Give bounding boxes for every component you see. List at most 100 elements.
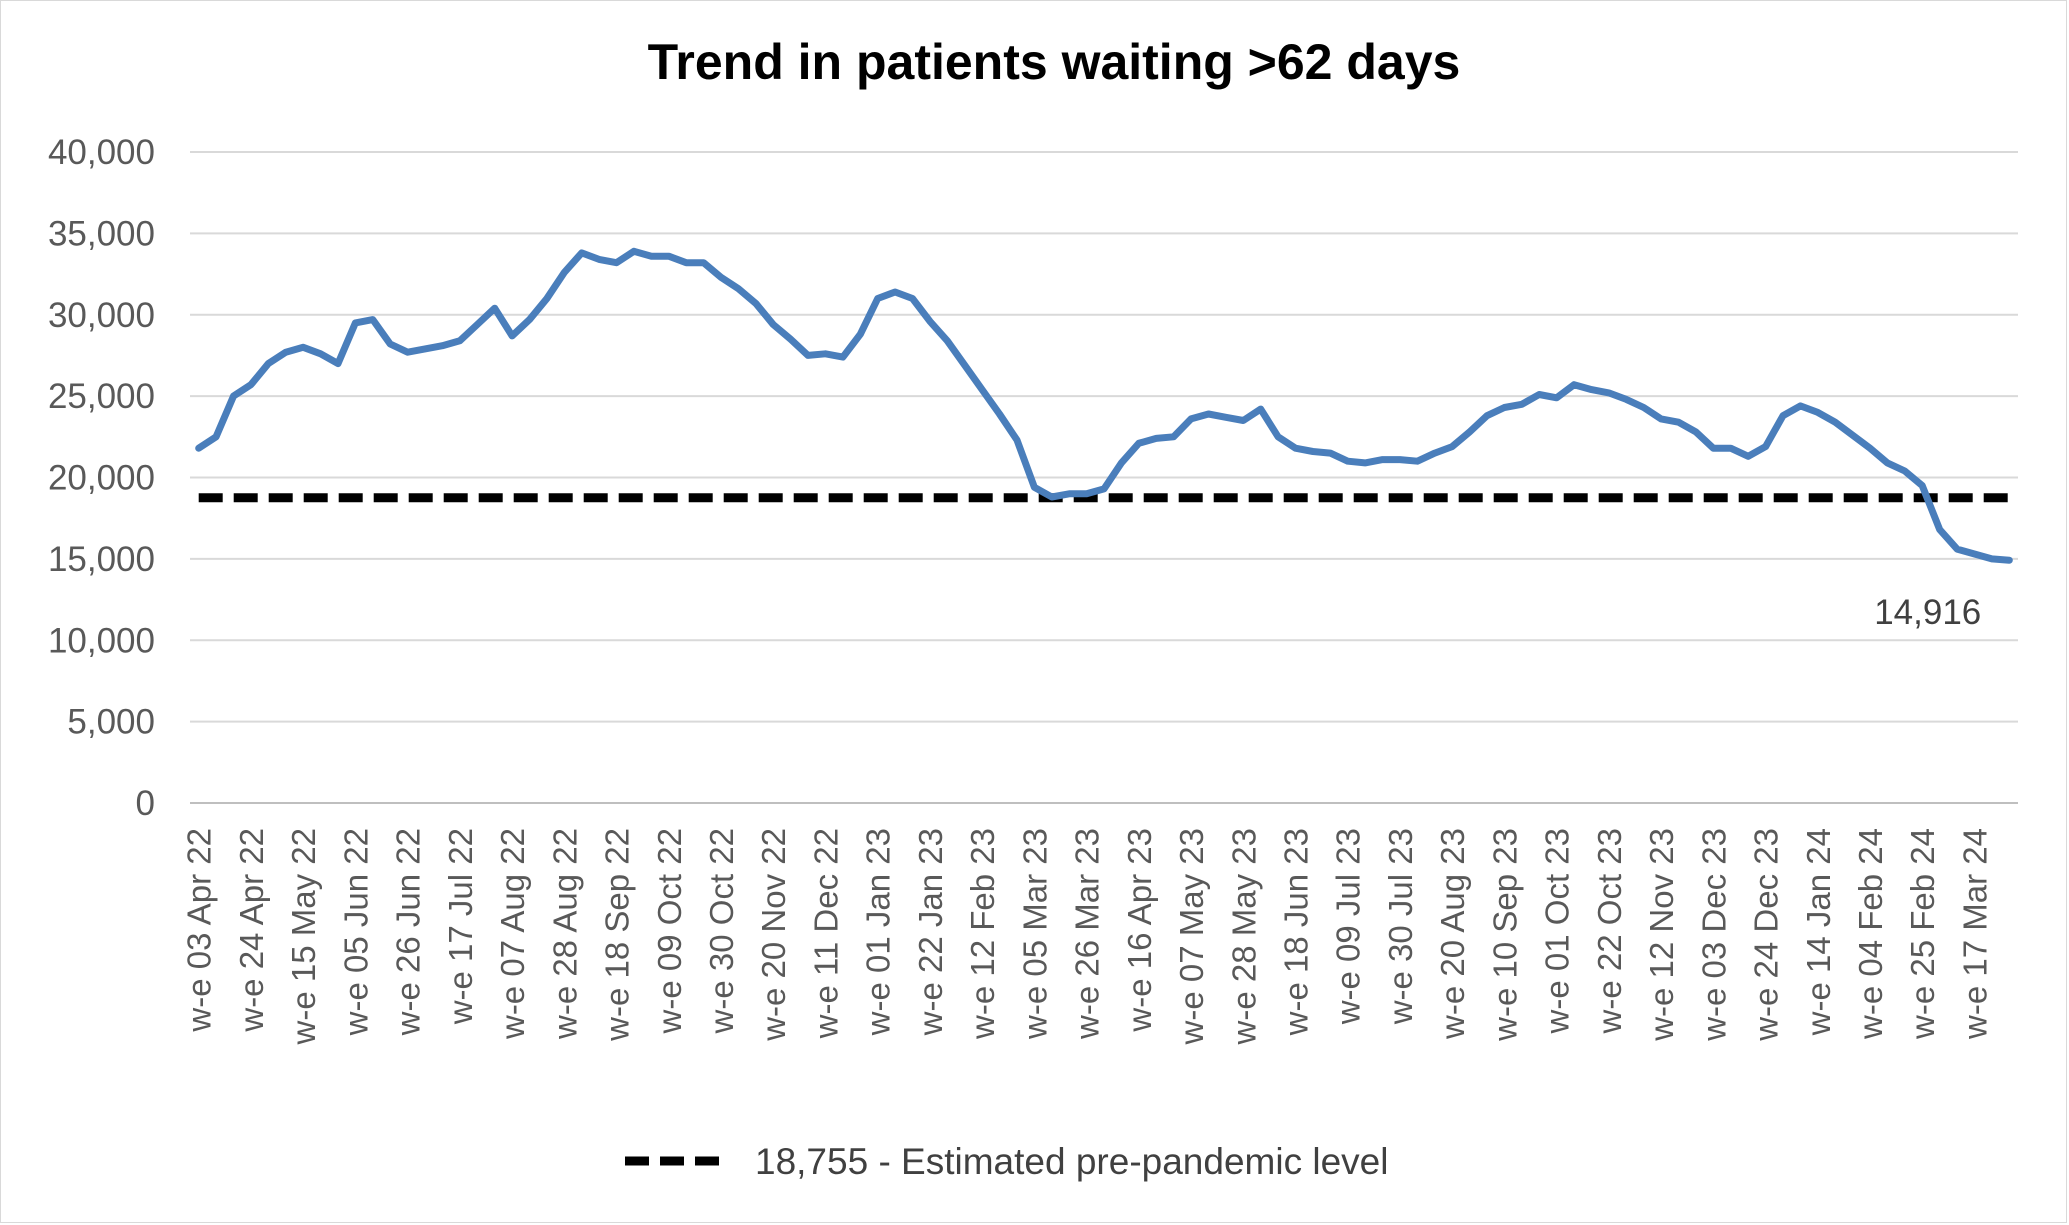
data-point bbox=[249, 383, 253, 387]
x-tick-label: w-e 30 Jul 23 bbox=[1382, 828, 1419, 1025]
data-point bbox=[284, 350, 288, 354]
data-point bbox=[597, 257, 601, 261]
data-point bbox=[1990, 557, 1994, 561]
data-point bbox=[1294, 446, 1298, 450]
data-point bbox=[1642, 406, 1646, 410]
x-tick-label: w-e 20 Aug 23 bbox=[1434, 828, 1471, 1040]
data-label-last-value: 14,916 bbox=[1874, 593, 1981, 632]
data-point bbox=[1137, 441, 1141, 445]
legend-label-prepandemic-level: 18,755 - Estimated pre-pandemic level bbox=[755, 1141, 1388, 1182]
data-point bbox=[319, 352, 323, 356]
data-point bbox=[754, 301, 758, 305]
data-point bbox=[1381, 458, 1385, 462]
x-tick-label: w-e 03 Dec 23 bbox=[1695, 828, 1732, 1042]
data-point bbox=[1746, 454, 1750, 458]
data-point bbox=[1119, 461, 1123, 465]
data-point bbox=[1224, 415, 1228, 419]
data-point bbox=[841, 355, 845, 359]
y-tick-label: 40,000 bbox=[48, 133, 155, 172]
data-point bbox=[615, 261, 619, 265]
x-tick-label: w-e 17 Mar 24 bbox=[1956, 828, 1993, 1040]
data-point bbox=[1816, 410, 1820, 414]
data-point bbox=[197, 446, 201, 450]
y-tick-label: 0 bbox=[136, 784, 155, 823]
data-point bbox=[1050, 495, 1054, 499]
x-tick-label: w-e 04 Feb 24 bbox=[1852, 828, 1889, 1040]
data-point bbox=[945, 339, 949, 343]
series-line-patients-waiting bbox=[195, 247, 2013, 564]
data-point bbox=[266, 362, 270, 366]
x-tick-label: w-e 01 Jan 23 bbox=[860, 828, 897, 1036]
y-tick-label: 25,000 bbox=[48, 377, 155, 416]
data-point bbox=[649, 254, 653, 258]
data-point bbox=[1955, 547, 1959, 551]
x-tick-label: w-e 09 Jul 23 bbox=[1330, 828, 1367, 1025]
data-point bbox=[580, 251, 584, 255]
data-point bbox=[1172, 435, 1176, 439]
x-tick-label: w-e 28 May 23 bbox=[1225, 828, 1262, 1045]
data-point bbox=[719, 275, 723, 279]
data-point bbox=[336, 362, 340, 366]
data-point bbox=[1450, 445, 1454, 449]
data-point bbox=[1241, 419, 1245, 423]
data-point bbox=[1972, 552, 1976, 556]
x-tick-label: w-e 12 Feb 23 bbox=[964, 828, 1001, 1040]
data-point bbox=[1555, 396, 1559, 400]
data-point bbox=[527, 318, 531, 322]
data-point bbox=[1102, 487, 1106, 491]
data-point bbox=[1537, 392, 1541, 396]
data-point bbox=[1903, 469, 1907, 473]
data-point bbox=[667, 254, 671, 258]
data-point bbox=[1589, 388, 1593, 392]
data-point bbox=[1677, 420, 1681, 424]
x-tick-label: w-e 24 Dec 23 bbox=[1748, 828, 1785, 1042]
data-point bbox=[1520, 402, 1524, 406]
x-tick-label: w-e 26 Mar 23 bbox=[1069, 828, 1106, 1040]
x-tick-label: w-e 24 Apr 22 bbox=[233, 828, 270, 1033]
data-point bbox=[1154, 436, 1158, 440]
chart-title: Trend in patients waiting >62 days bbox=[648, 34, 1461, 90]
data-point bbox=[232, 394, 236, 398]
data-point bbox=[893, 290, 897, 294]
x-tick-label: w-e 09 Oct 22 bbox=[651, 828, 688, 1034]
data-point bbox=[1189, 417, 1193, 421]
y-tick-label: 5,000 bbox=[67, 703, 155, 742]
data-point bbox=[562, 270, 566, 274]
data-point bbox=[1311, 449, 1315, 453]
data-point bbox=[1729, 446, 1733, 450]
data-point bbox=[301, 345, 305, 349]
data-point bbox=[1346, 459, 1350, 463]
data-point bbox=[789, 337, 793, 341]
data-point bbox=[684, 261, 688, 265]
data-point bbox=[475, 323, 479, 327]
x-tick-label: w-e 15 May 22 bbox=[285, 828, 322, 1045]
x-tick-label: w-e 28 Aug 22 bbox=[546, 828, 583, 1040]
x-tick-label: w-e 07 Aug 22 bbox=[494, 828, 531, 1040]
data-point bbox=[1798, 404, 1802, 408]
data-point bbox=[1485, 414, 1489, 418]
data-point bbox=[1015, 438, 1019, 442]
data-point bbox=[545, 296, 549, 300]
data-point bbox=[1659, 417, 1663, 421]
data-point bbox=[406, 350, 410, 354]
x-tick-label: w-e 25 Feb 24 bbox=[1904, 828, 1941, 1040]
x-tick-label: w-e 17 Jul 22 bbox=[442, 828, 479, 1025]
data-point bbox=[1868, 446, 1872, 450]
data-point bbox=[458, 339, 462, 343]
data-point bbox=[1938, 528, 1942, 532]
data-point bbox=[1694, 430, 1698, 434]
x-tick-label: w-e 20 Nov 22 bbox=[755, 828, 792, 1042]
data-point bbox=[1276, 435, 1280, 439]
data-point bbox=[1032, 485, 1036, 489]
y-tick-label: 20,000 bbox=[48, 459, 155, 498]
data-point bbox=[702, 261, 706, 265]
data-point bbox=[1624, 397, 1628, 401]
x-axis-tick-labels: w-e 03 Apr 22 w-e 24 Apr 22 w-e 15 May 22 w… bbox=[181, 828, 1994, 1045]
data-point bbox=[493, 306, 497, 310]
x-tick-label: w-e 22 Oct 23 bbox=[1591, 828, 1628, 1034]
y-tick-label: 35,000 bbox=[48, 214, 155, 253]
x-tick-label: w-e 05 Mar 23 bbox=[1016, 828, 1053, 1040]
data-point bbox=[806, 353, 810, 357]
